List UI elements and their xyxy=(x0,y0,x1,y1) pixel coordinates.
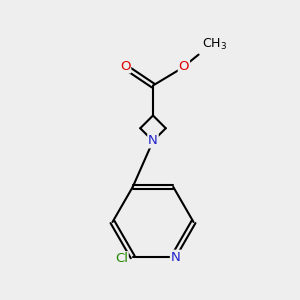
Text: CH$_3$: CH$_3$ xyxy=(202,37,227,52)
Text: O: O xyxy=(179,59,189,73)
Text: Cl: Cl xyxy=(115,252,128,265)
Text: N: N xyxy=(171,250,181,264)
Text: O: O xyxy=(120,59,130,73)
Text: N: N xyxy=(148,134,158,148)
